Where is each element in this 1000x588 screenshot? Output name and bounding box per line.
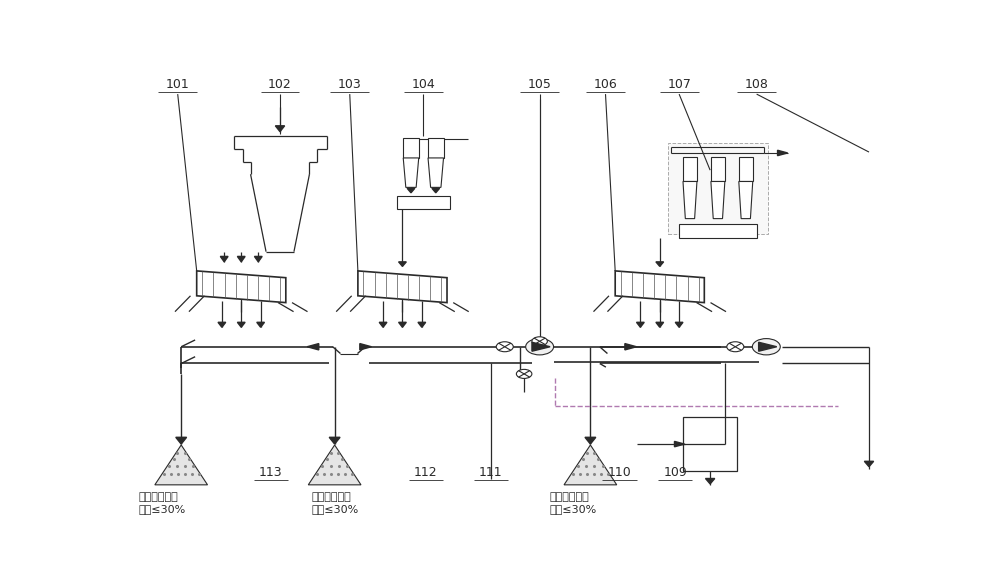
Bar (668, 143, 768, 233)
Text: 101: 101 (166, 78, 190, 91)
Text: 113: 113 (259, 466, 283, 479)
Polygon shape (864, 462, 874, 467)
Polygon shape (275, 126, 285, 132)
Text: 111: 111 (479, 466, 503, 479)
Polygon shape (564, 445, 617, 485)
Circle shape (496, 342, 513, 352)
Circle shape (526, 339, 554, 355)
Bar (683, 156, 697, 182)
Polygon shape (237, 256, 245, 262)
Text: 106: 106 (594, 78, 617, 91)
Polygon shape (360, 343, 371, 350)
Polygon shape (399, 322, 406, 328)
Polygon shape (674, 442, 685, 447)
Polygon shape (176, 437, 187, 444)
Bar (679, 224, 757, 238)
Text: 103: 103 (338, 78, 362, 91)
Text: 108: 108 (745, 78, 769, 91)
Polygon shape (739, 182, 753, 219)
Polygon shape (637, 322, 644, 328)
Text: 104: 104 (412, 78, 435, 91)
Polygon shape (407, 188, 415, 193)
Polygon shape (399, 262, 406, 266)
Text: 107: 107 (667, 78, 691, 91)
Polygon shape (778, 151, 788, 156)
Text: 水率≤30%: 水率≤30% (550, 505, 597, 514)
Text: 105: 105 (528, 78, 552, 91)
Text: 脱水后渣土含: 脱水后渣土含 (139, 492, 179, 502)
Text: 水率≤30%: 水率≤30% (311, 505, 358, 514)
Text: 109: 109 (663, 466, 687, 479)
Bar (397, 196, 450, 209)
Polygon shape (585, 437, 596, 444)
Polygon shape (615, 271, 704, 303)
Polygon shape (220, 256, 228, 262)
Bar (428, 138, 444, 158)
Polygon shape (432, 188, 440, 193)
Polygon shape (257, 322, 264, 328)
Polygon shape (705, 479, 715, 484)
Polygon shape (254, 256, 262, 262)
Polygon shape (329, 437, 340, 444)
Polygon shape (358, 271, 447, 303)
Circle shape (727, 342, 744, 352)
Polygon shape (403, 158, 419, 188)
Text: 脱水后渣土含: 脱水后渣土含 (550, 492, 589, 502)
Polygon shape (759, 342, 777, 351)
Text: 102: 102 (268, 78, 292, 91)
Polygon shape (711, 182, 725, 219)
Circle shape (516, 369, 532, 379)
Polygon shape (307, 343, 319, 350)
Polygon shape (656, 322, 664, 328)
Bar (739, 156, 753, 182)
Bar (683, 417, 737, 471)
Circle shape (532, 337, 547, 346)
Polygon shape (428, 158, 444, 188)
Polygon shape (218, 322, 226, 328)
Bar (403, 138, 419, 158)
Circle shape (752, 339, 780, 355)
Polygon shape (675, 322, 683, 328)
Polygon shape (237, 322, 245, 328)
Polygon shape (625, 343, 637, 350)
Polygon shape (683, 182, 697, 219)
Polygon shape (532, 342, 550, 351)
Polygon shape (656, 262, 664, 266)
Text: 112: 112 (414, 466, 438, 479)
Polygon shape (155, 445, 208, 485)
Polygon shape (197, 271, 286, 303)
Polygon shape (418, 322, 426, 328)
Text: 脱水后渣土含: 脱水后渣土含 (311, 492, 351, 502)
Polygon shape (379, 322, 387, 328)
Polygon shape (308, 445, 361, 485)
Text: 水率≤30%: 水率≤30% (139, 505, 186, 514)
Text: 110: 110 (608, 466, 631, 479)
Bar (711, 156, 725, 182)
